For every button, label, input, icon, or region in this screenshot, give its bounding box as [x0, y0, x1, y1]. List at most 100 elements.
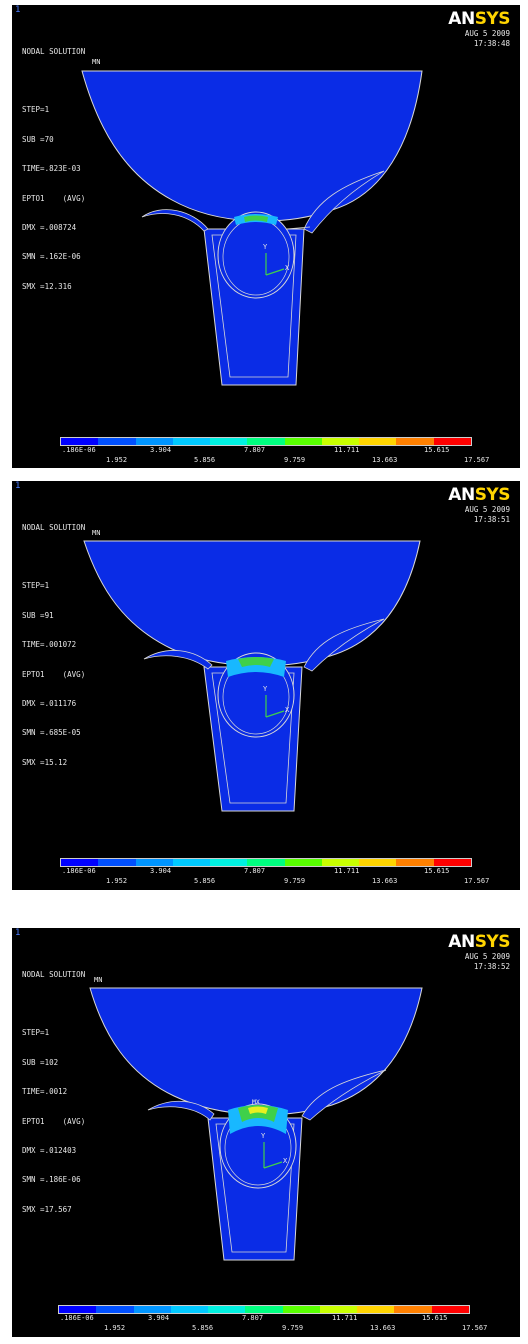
solution-info: NODAL SOLUTION STEP=1 SUB =91 TIME=.0010… [22, 503, 85, 787]
smn-text: SMN =.162E-06 [22, 252, 81, 262]
axis-y: Y [261, 1132, 266, 1140]
ball-outer [217, 211, 295, 299]
mn-marker-label: MN [92, 58, 101, 66]
axis-x: X [285, 706, 290, 714]
mn-marker-label: MN [94, 976, 103, 984]
step-text: STEP=1 [22, 1028, 50, 1038]
sub-text: SUB =91 [22, 610, 54, 620]
legend-tick-lower-2: 5.856 [194, 456, 216, 464]
date-time: AUG 5 2009 17:38:51 [465, 505, 510, 525]
legend-swatch-7 [284, 859, 322, 866]
legend-swatch-9 [357, 1306, 395, 1313]
date-time: AUG 5 2009 17:38:52 [465, 952, 510, 972]
legend-tick-upper-4: 11.711 [334, 446, 360, 454]
legend-bar [60, 437, 472, 446]
legend-tick-upper-3: 7.807 [244, 867, 266, 875]
sub-text: SUB =102 [22, 1057, 59, 1067]
window-number: 1 [15, 5, 21, 15]
contact-strain-peak [244, 215, 268, 222]
sphere-body [83, 540, 421, 667]
legend-swatch-5 [210, 859, 248, 866]
legend-tick-lower-1: 1.952 [104, 1324, 126, 1332]
step-text: STEP=1 [22, 581, 50, 591]
dmx-text: DMX =.012403 [22, 1145, 77, 1155]
clock-text: 17:38:48 [473, 39, 510, 48]
legend-tick-upper-4: 11.711 [332, 1314, 358, 1322]
legend-swatch-8 [321, 859, 360, 866]
sphere-body [89, 987, 423, 1116]
solution-info: NODAL SOLUTION STEP=1 SUB =102 TIME=.001… [22, 950, 85, 1234]
sphere-body [81, 70, 423, 222]
item-text: EPTO1 (AVG) [22, 669, 86, 679]
fe-model-plot: Y X [83, 540, 421, 812]
legend-tick-upper-5: 15.615 [422, 1314, 448, 1322]
right-wing [301, 1069, 387, 1121]
date-text: AUG 5 2009 [464, 29, 510, 38]
smx-text: SMX =17.567 [22, 1204, 72, 1214]
legend-tick-upper-3: 7.807 [242, 1314, 264, 1322]
fe-model-plot: Y X MX [89, 987, 423, 1261]
legend-swatch-3 [135, 438, 173, 445]
legend-swatch-2 [98, 859, 136, 866]
dmx-text: DMX =.008724 [22, 222, 77, 232]
legend-swatch-4 [172, 438, 211, 445]
legend-swatch-4 [170, 1306, 209, 1313]
fe-model: Y X [81, 70, 423, 386]
sub-text: SUB =70 [22, 134, 54, 144]
ansys-panel-3: 1 NODAL SOLUTION STEP=1 SUB =102 TIME=.0… [12, 928, 520, 1337]
legend-swatch-10 [396, 859, 434, 866]
legend-tick-lower-4: 13.663 [372, 456, 398, 464]
right-wing [303, 170, 385, 234]
time-text: TIME=.001072 [22, 640, 77, 650]
date-time: AUG 5 2009 17:38:48 [465, 29, 510, 49]
legend-tick-upper-1: .186E-06 [62, 446, 96, 454]
legend-swatch-4 [172, 859, 211, 866]
fe-model: Y X [83, 540, 421, 812]
legend-tick-lower-5: 17.567 [462, 1324, 488, 1332]
legend-swatch-1 [61, 859, 99, 866]
legend-tick-lower-4: 13.663 [370, 1324, 396, 1332]
contact-strain-peak [238, 657, 274, 667]
legend-tick-lower-2: 5.856 [192, 1324, 214, 1332]
legend-tick-lower-2: 5.856 [194, 877, 216, 885]
legend-swatch-6 [247, 859, 285, 866]
legend-tick-lower-3: 9.759 [282, 1324, 304, 1332]
legend-tick-upper-3: 7.807 [244, 446, 266, 454]
legend-swatch-1 [61, 438, 99, 445]
legend-tick-lower-3: 9.759 [284, 877, 306, 885]
fe-model-plot: Y X [81, 70, 423, 386]
mx-marker-label: MX [252, 1098, 260, 1106]
solution-title: NODAL SOLUTION [22, 969, 86, 979]
time-text: TIME=.823E-03 [22, 164, 81, 174]
date-text: AUG 5 2009 [464, 505, 510, 514]
axis-marker [265, 253, 285, 276]
legend-bar [60, 858, 472, 867]
smx-text: SMX =15.12 [22, 757, 68, 767]
smx-text: SMX =12.316 [22, 281, 72, 291]
axis-y: Y [263, 243, 268, 251]
legend-tick-lower-3: 9.759 [284, 456, 306, 464]
legend-tick-upper-1: .186E-06 [60, 1314, 94, 1322]
legend-swatch-10 [396, 438, 434, 445]
legend-swatch-9 [359, 859, 397, 866]
solution-info: NODAL SOLUTION STEP=1 SUB =70 TIME=.823E… [22, 27, 85, 311]
right-wing [303, 618, 385, 672]
axis-y: Y [263, 685, 268, 693]
legend-swatch-6 [247, 438, 285, 445]
legend-swatch-3 [133, 1306, 171, 1313]
left-wing [147, 1100, 215, 1121]
legend-tick-upper-2: 3.904 [150, 867, 172, 875]
legend-swatch-8 [321, 438, 360, 445]
date-text: AUG 5 2009 [464, 952, 510, 961]
legend-tick-upper-2: 3.904 [148, 1314, 170, 1322]
legend-tick-upper-2: 3.904 [150, 446, 172, 454]
legend-tick-lower-1: 1.952 [106, 877, 128, 885]
legend-swatch-3 [135, 859, 173, 866]
legend-swatch-8 [319, 1306, 358, 1313]
legend-tick-lower-5: 17.567 [464, 456, 490, 464]
clock-text: 17:38:51 [473, 515, 510, 524]
smn-text: SMN =.685E-05 [22, 728, 81, 738]
legend-tick-upper-1: .186E-06 [62, 867, 96, 875]
legend-swatch-1 [59, 1306, 97, 1313]
time-text: TIME=.0012 [22, 1087, 68, 1097]
